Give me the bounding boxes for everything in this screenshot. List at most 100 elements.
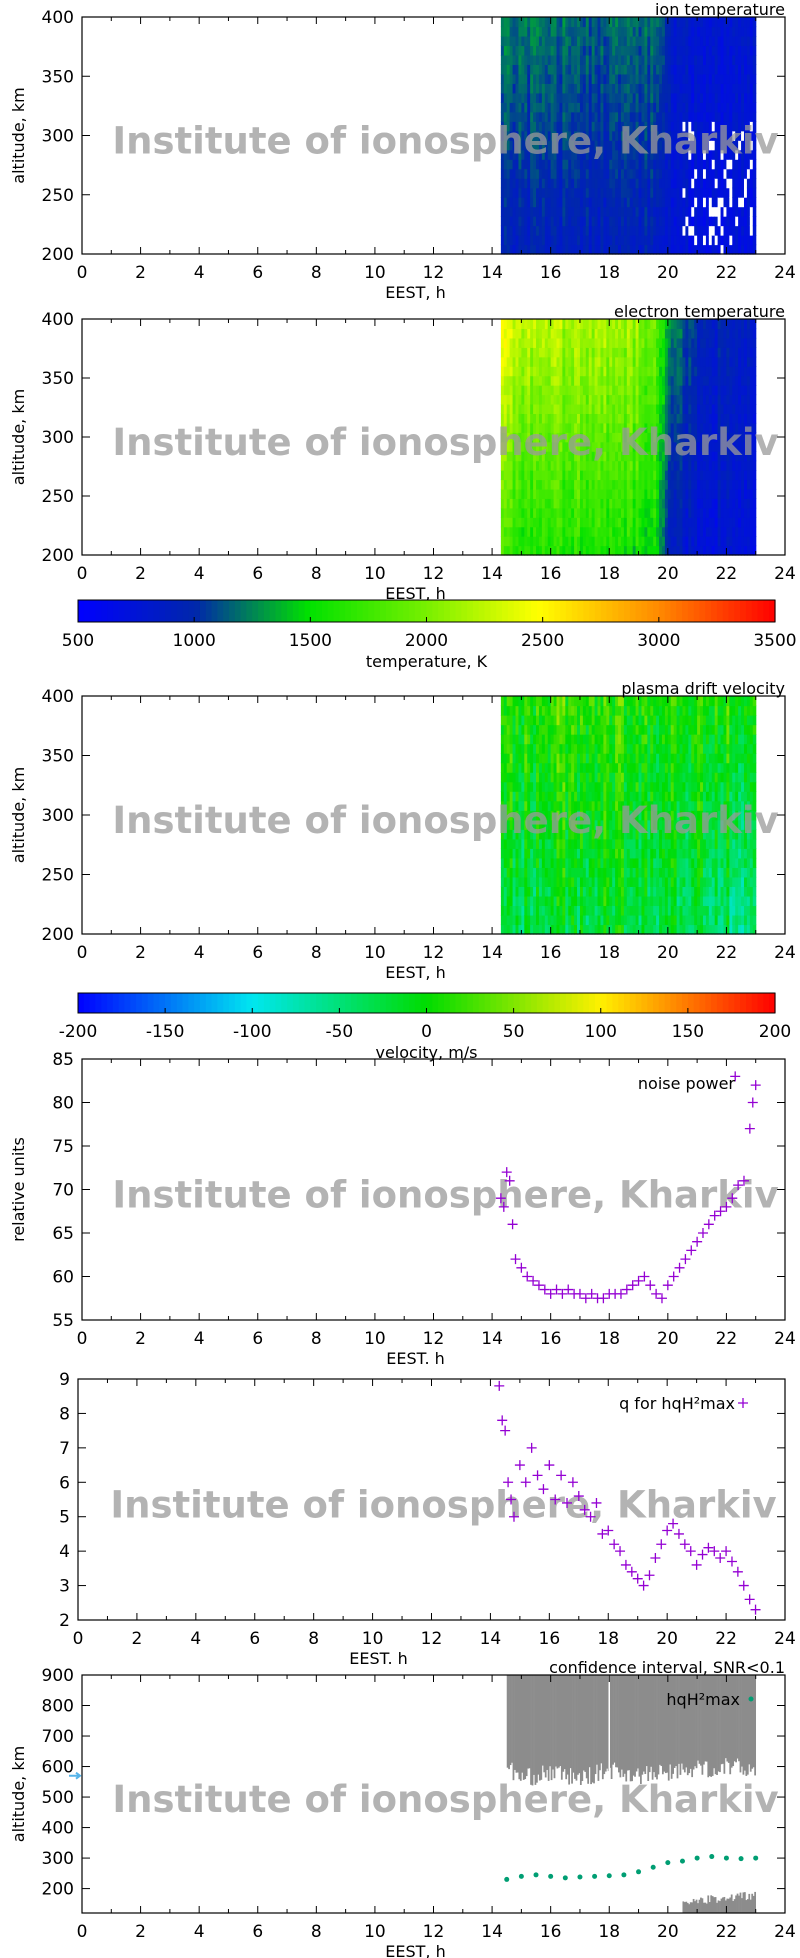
heatmap-cell <box>638 432 643 443</box>
heatmap-cell <box>708 64 713 75</box>
heatmap-cell <box>729 235 733 246</box>
heatmap-cell <box>673 337 678 348</box>
heatmap-cell <box>527 705 531 716</box>
heatmap-cell <box>503 460 508 471</box>
heatmap-cell <box>735 413 739 424</box>
heatmap-cell <box>536 422 540 433</box>
heatmap-cell <box>597 168 602 179</box>
heatmap-cell <box>577 35 581 47</box>
heatmap-cell <box>688 244 692 255</box>
heatmap-cell <box>688 121 692 132</box>
heatmap-cell <box>623 337 628 348</box>
heatmap-cell <box>524 130 528 141</box>
heatmap-cell <box>664 35 669 47</box>
heatmap-cell <box>691 470 695 481</box>
heatmap-cell <box>559 526 563 537</box>
heatmap-cell <box>635 403 640 414</box>
heatmap-cell <box>547 244 552 255</box>
heatmap-cell <box>705 216 710 227</box>
heatmap-cell <box>582 366 587 377</box>
heatmap-cell <box>735 17 739 28</box>
heatmap-cell <box>647 102 651 113</box>
heatmap-cell <box>533 772 537 783</box>
heatmap-cell <box>515 73 520 84</box>
heatmap-cell <box>547 216 552 227</box>
heatmap-cell <box>682 121 687 132</box>
heatmap-cell <box>556 545 561 556</box>
heatmap-cell <box>650 178 654 189</box>
heatmap-cell <box>653 536 657 547</box>
heatmap-cell <box>553 17 558 28</box>
heatmap-cell <box>717 375 722 386</box>
heatmap-cell <box>705 526 710 537</box>
heatmap-cell <box>600 413 604 424</box>
heatmap-cell <box>620 225 625 236</box>
heatmap-cell <box>661 73 666 84</box>
heatmap-cell <box>685 413 689 424</box>
heatmap-cell <box>585 403 590 414</box>
heatmap-cell <box>688 526 692 537</box>
heatmap-cell <box>735 121 739 132</box>
heatmap-cell <box>705 498 710 509</box>
heatmap-cell <box>606 517 610 528</box>
heatmap-cell <box>538 924 543 935</box>
heatmap-cell <box>509 178 514 189</box>
heatmap-cell <box>723 517 728 528</box>
colorbar-tick-label: 1000 <box>173 631 216 651</box>
heatmap-cell <box>694 375 698 386</box>
heatmap-cell <box>568 225 572 236</box>
heatmap-cell <box>562 54 566 65</box>
heatmap-cell <box>591 451 596 462</box>
heatmap-cell <box>661 394 666 405</box>
heatmap-cell <box>735 92 739 103</box>
heatmap-cell <box>588 337 593 348</box>
heatmap-cell <box>585 54 590 65</box>
heatmap-cell <box>618 356 622 367</box>
heatmap-cell <box>641 216 645 227</box>
heatmap-cell <box>521 924 525 935</box>
heatmap-cell <box>700 441 704 452</box>
heatmap-cell <box>577 83 581 94</box>
heatmap-cell <box>626 149 631 160</box>
heatmap-cell <box>530 536 534 547</box>
heatmap-cell <box>556 92 561 103</box>
heatmap-cell <box>752 536 757 547</box>
heatmap-cell <box>594 479 599 490</box>
heatmap-cell <box>512 73 517 84</box>
heatmap-cell <box>515 216 520 227</box>
heatmap-cell <box>538 26 543 37</box>
y-axis-label: altitude, km <box>9 87 28 183</box>
heatmap-cell <box>503 886 508 897</box>
heatmap-cell <box>659 328 663 339</box>
heatmap-cell <box>746 517 751 528</box>
heatmap-cell <box>541 413 546 424</box>
heatmap-cell <box>533 319 537 330</box>
heatmap-cell <box>650 17 654 28</box>
heatmap-cell <box>626 17 631 28</box>
heatmap-cell <box>653 140 657 151</box>
heatmap-cell <box>708 26 713 37</box>
heatmap-cell <box>638 17 643 28</box>
heatmap-cell <box>585 526 590 537</box>
heatmap-cell <box>656 197 660 208</box>
heatmap-cell <box>685 244 689 255</box>
heatmap-cell <box>702 206 707 217</box>
heatmap-cell <box>664 235 669 246</box>
heatmap-cell <box>574 168 578 179</box>
heatmap-cell <box>632 64 637 75</box>
heatmap-cell <box>603 488 607 499</box>
heatmap-cell <box>729 366 733 377</box>
heatmap-cell <box>708 168 713 179</box>
heatmap-cell <box>541 319 546 330</box>
heatmap-cell <box>732 111 736 122</box>
heatmap-cell <box>612 451 616 462</box>
heatmap-cell <box>524 517 528 528</box>
heatmap-cell <box>527 225 531 236</box>
heatmap-cell <box>717 102 722 113</box>
heatmap-cell <box>653 54 657 65</box>
heatmap-cell <box>682 356 687 367</box>
heatmap-cell <box>509 772 514 783</box>
heatmap-cell <box>714 422 719 433</box>
heatmap-cell <box>612 385 616 396</box>
heatmap-cell <box>670 347 675 358</box>
